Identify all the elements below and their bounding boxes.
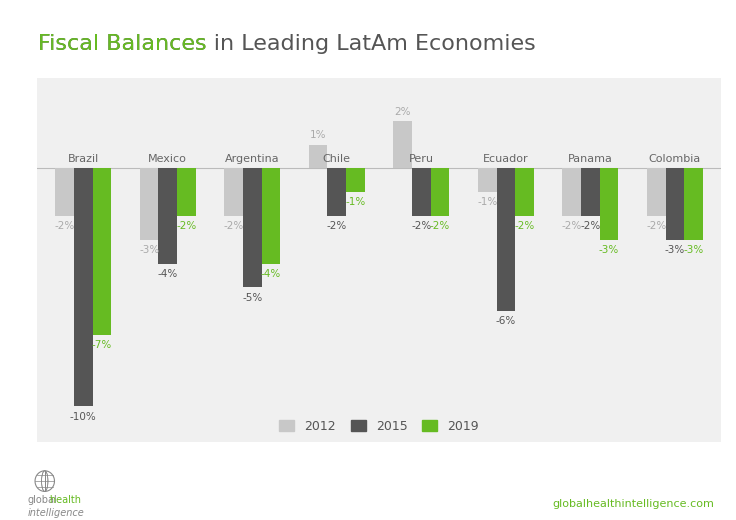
Bar [243,168,261,288]
Bar [328,168,346,216]
Text: globalhealthintelligence.com: globalhealthintelligence.com [552,499,714,509]
Bar [581,168,600,216]
Legend: 2012, 2015, 2019: 2012, 2015, 2019 [273,414,485,439]
Bar [93,168,111,335]
Bar [309,145,328,168]
Text: -2%: -2% [562,221,582,231]
Bar [158,168,177,264]
Text: 1%: 1% [310,131,327,140]
Bar [478,168,497,192]
Text: Fiscal Balances in Leading LatAm Economies: Fiscal Balances in Leading LatAm Economi… [38,34,536,54]
Bar [600,168,618,240]
Text: -2%: -2% [327,221,347,231]
Bar [665,168,684,240]
Text: -4%: -4% [158,269,178,279]
Bar [647,168,665,216]
Text: -4%: -4% [261,269,281,279]
Text: -3%: -3% [665,245,685,255]
Text: -10%: -10% [70,411,96,422]
Text: Ecuador: Ecuador [483,154,528,164]
Text: -7%: -7% [92,340,112,350]
Text: Chile: Chile [323,154,351,164]
Text: Brazil: Brazil [68,154,99,164]
Text: -1%: -1% [345,198,366,207]
Text: global: global [28,495,57,505]
Text: -2%: -2% [514,221,534,231]
Text: -3%: -3% [683,245,704,255]
Text: -1%: -1% [477,198,498,207]
Text: -2%: -2% [580,221,601,231]
Text: -2%: -2% [224,221,244,231]
Bar [515,168,534,216]
Text: intelligence: intelligence [28,508,85,518]
Bar [55,168,74,216]
Text: Fiscal Balances: Fiscal Balances [38,34,207,54]
Text: -3%: -3% [139,245,159,255]
Text: -3%: -3% [599,245,619,255]
Bar [346,168,364,192]
Bar [140,168,158,240]
Text: Argentina: Argentina [225,154,280,164]
Text: Mexico: Mexico [149,154,187,164]
Bar [497,168,515,311]
Bar [261,168,280,264]
Text: -2%: -2% [54,221,75,231]
Bar [394,121,412,168]
Text: 2%: 2% [394,107,411,116]
Text: -5%: -5% [242,293,263,303]
Text: Panama: Panama [568,154,613,164]
Text: -2%: -2% [176,221,197,231]
Text: Colombia: Colombia [648,154,701,164]
Text: -6%: -6% [495,316,516,327]
Text: Peru: Peru [408,154,434,164]
Bar [224,168,243,216]
Text: -2%: -2% [430,221,450,231]
Bar [562,168,581,216]
Bar [684,168,703,240]
Text: -2%: -2% [646,221,666,231]
Bar [177,168,196,216]
Bar [431,168,449,216]
Text: -2%: -2% [411,221,431,231]
Bar [412,168,431,216]
Bar [74,168,93,406]
Text: health: health [28,495,81,505]
